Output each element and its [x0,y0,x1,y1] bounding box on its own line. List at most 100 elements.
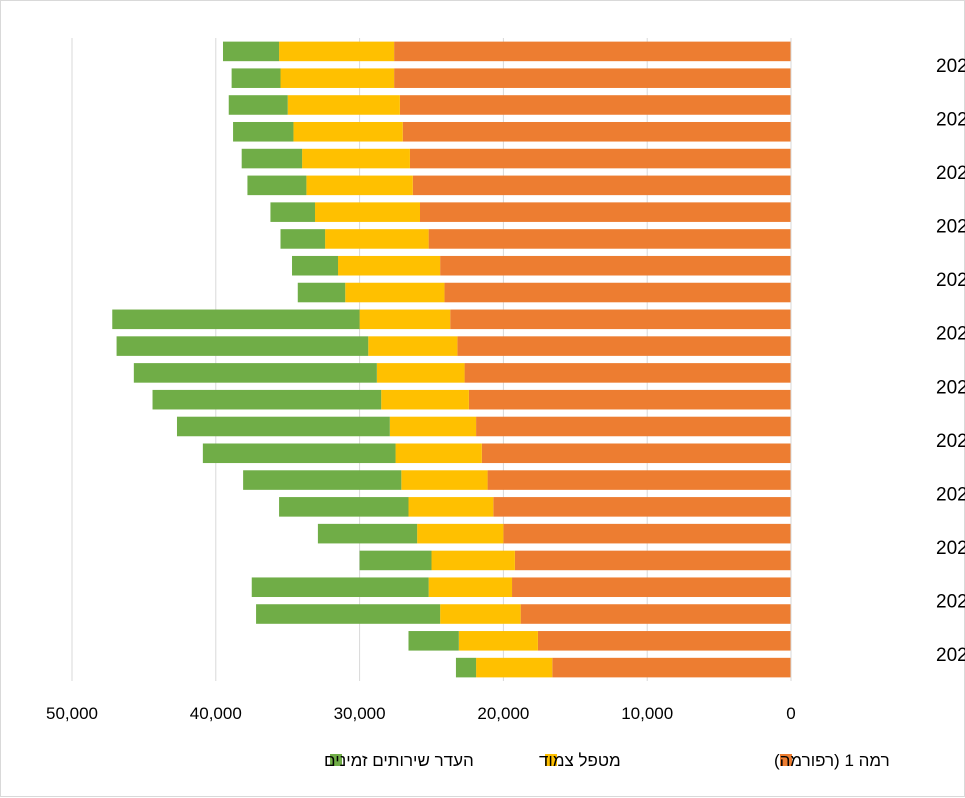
bar-segment [402,121,791,142]
bar-segment [306,175,413,196]
category-label: אוקטובר 2020 [936,431,965,452]
legend: רמה 1 (רפורמה) מטפל צמוד העדר שירותים זמינ… [324,751,890,770]
bar-segment [359,309,451,330]
bar-segment [292,255,339,276]
legend-label: העדר שירותים זמינים [324,751,474,770]
bar-segment [112,309,360,330]
bar-segment [279,497,409,517]
bar-segment [520,604,791,624]
category-label: יוני 2020 [936,538,965,559]
legend-swatch [545,754,557,766]
bar-segment [512,577,791,598]
legend-swatch [330,754,342,766]
x-tick-label: 20,000 [477,704,529,723]
category-label: פברואר 2020 [936,645,965,666]
bar-segment [302,148,410,169]
bar-segment [279,41,395,62]
legend-label: רמה 1 (רפורמה) [774,751,890,770]
x-tick-label: 40,000 [190,704,242,723]
bar-segment [317,523,418,544]
x-tick-label: 30,000 [334,704,386,723]
bar-segment [464,363,791,383]
bar-segment [270,202,316,222]
bar-segment [389,416,477,437]
category-label: דצמבר 2021 [936,56,965,77]
bar-segment [247,175,307,196]
bar-segment [428,577,513,598]
bar-segment [503,523,791,544]
bar-segment [428,229,791,249]
bar-segment [468,389,791,410]
category-label: פברואר 2021 [936,324,965,345]
bar-segment [241,148,303,169]
bar-segment [315,202,420,222]
category-label: אפריל 2020 [936,592,965,613]
bar-segment [457,336,791,356]
bar-segment [440,604,521,624]
legend-swatch [780,754,792,766]
bar-segment [408,631,459,651]
bar-segment [444,282,791,303]
bar-segment [152,389,382,410]
bar-segment [417,523,504,544]
bar-segment [440,255,791,276]
bar-segment [325,229,429,249]
bar-segment [359,550,432,571]
bar-segment [297,282,346,303]
bar-segment [202,443,396,464]
bar-segment [481,443,791,464]
bar-segment [514,550,791,571]
bars [112,41,791,678]
category-label: אוגוסט 2021 [936,163,965,184]
category-label: אפריל 2021 [936,270,965,291]
x-tick-label: 50,000 [46,704,98,723]
bar-segment [537,631,791,651]
bar-segment [222,41,280,62]
bar-segment [552,657,791,678]
bar-segment [293,121,403,142]
bar-segment [133,363,377,383]
x-tick-label: 0 [786,704,795,723]
bar-segment [409,148,791,169]
bar-segment [399,95,791,115]
bar-segment [458,631,538,651]
bar-segment [476,416,791,437]
bar-segment [280,68,395,88]
bar-segment [243,470,402,490]
bar-segment [419,202,791,222]
bar-segment [394,68,791,88]
bar-segment [401,470,488,490]
legend-label: מטפל צמוד [539,751,621,770]
bar-segment [412,175,791,196]
bar-segment [493,497,791,517]
category-label: יוני 2021 [936,217,965,238]
bar-segment [287,95,400,115]
category-label: דצמבר 2020 [936,377,965,398]
grid-lines [71,38,648,681]
bar-segment [487,470,791,490]
bar-segment [376,363,465,383]
bar-segment [345,282,445,303]
x-tick-label: 10,000 [621,704,673,723]
bar-segment [368,336,458,356]
bar-segment [338,255,441,276]
bar-segment [450,309,791,330]
bar-segment [455,657,477,678]
bar-segment [476,657,553,678]
bar-segment [280,229,326,249]
bar-segment [228,95,288,115]
bar-segment [395,443,482,464]
bar-segment [233,121,294,142]
category-label: אוגוסט 2020 [936,484,965,505]
axes: 0 10,000 20,000 30,000 40,000 50,000 פברואר 20… [46,38,965,723]
bar-segment [408,497,494,517]
bar-segment [381,389,469,410]
bar-segment [176,416,390,437]
bar-segment [256,604,441,624]
bar-segment [394,41,791,62]
bar-segment [251,577,429,598]
category-label: אוקטובר 2021 [936,109,965,130]
bar-segment [116,336,369,356]
bar-segment [431,550,515,571]
